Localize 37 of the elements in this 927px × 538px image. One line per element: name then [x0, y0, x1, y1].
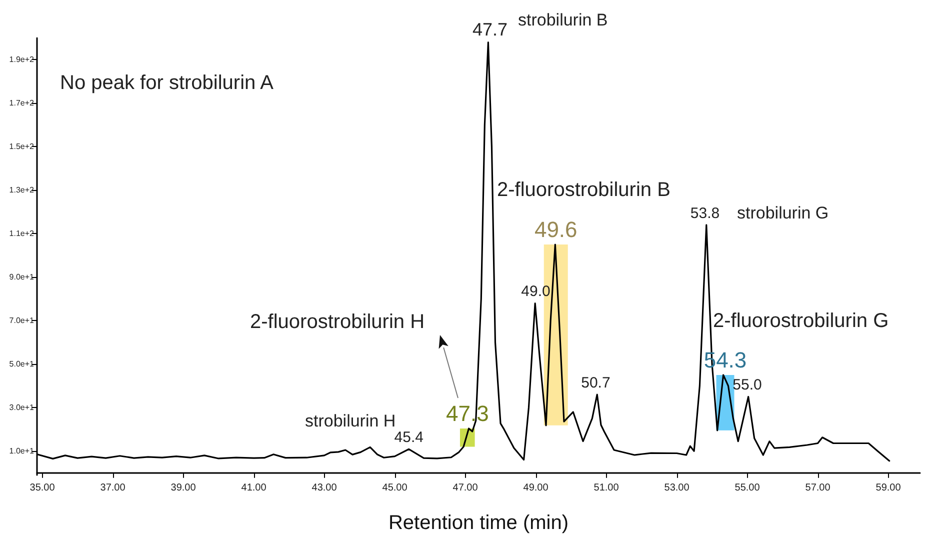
- x-tick-label: 45.00: [382, 482, 408, 494]
- x-tick-label: 55.00: [734, 482, 760, 494]
- y-tick-label: 1.0e+1: [9, 446, 35, 456]
- annotation: 53.8: [690, 204, 720, 222]
- y-tick-label: 1.7e+2: [9, 98, 35, 108]
- annotation: 47.7: [472, 19, 508, 40]
- annotation: 2-fluorostrobilurin B: [497, 179, 670, 201]
- x-tick-label: 53.00: [664, 482, 690, 494]
- y-tick-label: 1.5e+2: [9, 142, 35, 152]
- annotation: 50.7: [581, 374, 610, 392]
- y-tick-label: 1.3e+2: [9, 186, 35, 195]
- annotation: 45.4: [394, 428, 424, 446]
- y-tick-label: 7.0e+1: [9, 316, 35, 326]
- x-tick-label: 39.00: [170, 482, 196, 494]
- y-tick-label: 5.0e+1: [9, 360, 35, 369]
- annotation: 49.0: [521, 283, 550, 300]
- annotation: 2-fluorostrobilurin G: [713, 310, 889, 332]
- x-axis-title: Retention time (min): [388, 512, 569, 534]
- y-tick-label: 1.1e+2: [9, 229, 35, 238]
- x-tick-label: 51.00: [594, 482, 620, 494]
- x-tick-label: 35.00: [30, 482, 56, 494]
- annotation: strobilurin G: [737, 204, 829, 222]
- annotation: No peak for strobilurin A: [60, 72, 274, 94]
- annotation: strobilurin H: [305, 412, 396, 430]
- x-tick-label: 41.00: [241, 482, 267, 494]
- x-tick-label: 37.00: [100, 482, 126, 494]
- x-tick-label: 47.00: [452, 482, 478, 494]
- band-label: 49.6: [534, 217, 578, 242]
- text: strobilurin B: [518, 10, 608, 30]
- annotation: 2-fluorostrobilurin H: [250, 311, 425, 333]
- x-tick-label: 57.00: [805, 482, 831, 494]
- y-tick-label: 9.0e+1: [9, 272, 35, 282]
- x-tick-label: 49.00: [523, 482, 549, 494]
- y-tick-label: 3.0e+1: [9, 403, 35, 412]
- x-tick-label: 43.00: [312, 482, 338, 494]
- y-tick-label: 1.9e+2: [9, 55, 35, 64]
- x-tick-label: 59.00: [876, 482, 902, 494]
